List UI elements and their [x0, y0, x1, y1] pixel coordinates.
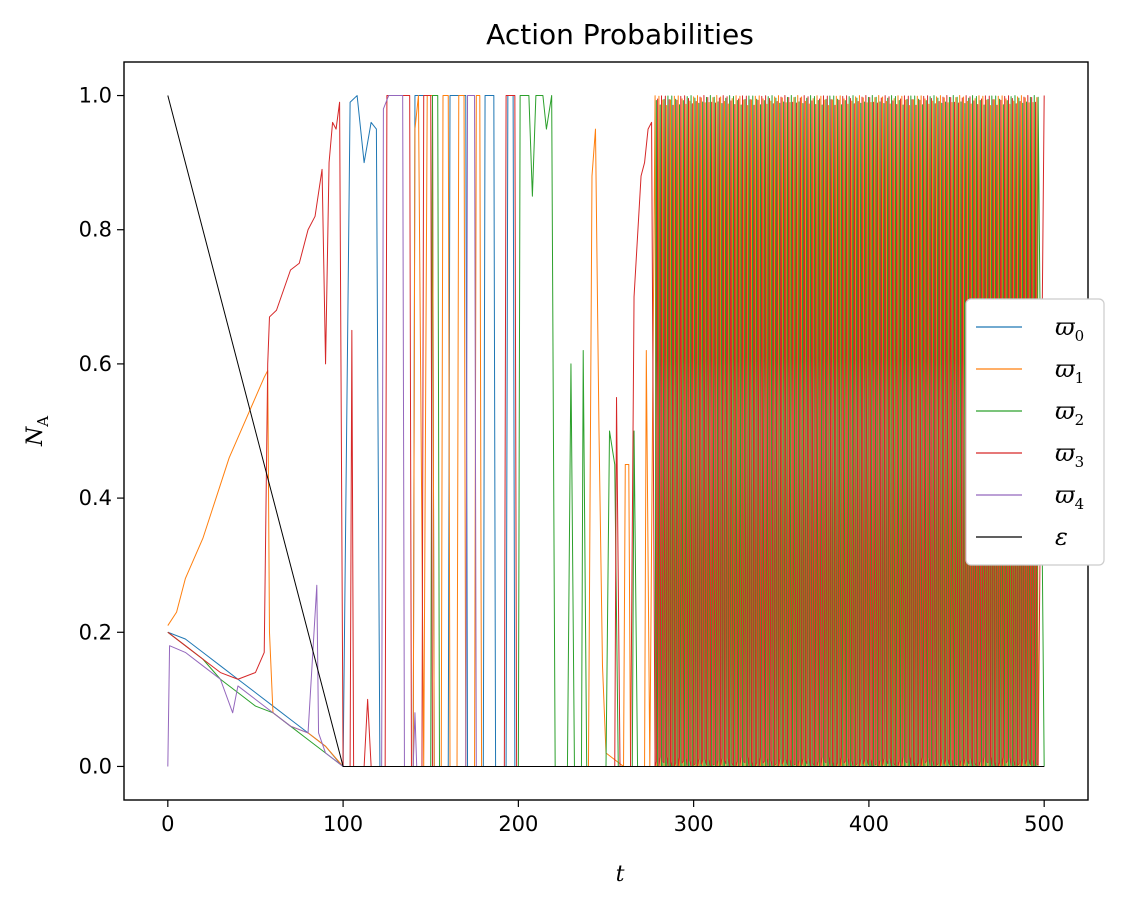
x-axis-label: t	[616, 862, 625, 887]
legend-symbol: ϖ	[1055, 313, 1076, 341]
y-tick-label: 0.0	[79, 754, 112, 778]
x-tick-label: 0	[161, 812, 174, 836]
x-tick-label: 400	[849, 812, 889, 836]
legend-symbol: ϖ	[1055, 397, 1076, 425]
y-tick-label: 0.2	[79, 620, 112, 644]
legend-symbol: ϖ	[1055, 355, 1076, 383]
y-axis-label-main: N	[23, 426, 48, 447]
legend-subscript: 0	[1075, 327, 1085, 345]
y-axis-label-sub: A	[34, 416, 52, 428]
x-tick-label: 200	[498, 812, 538, 836]
legend-subscript: 3	[1075, 453, 1085, 471]
y-tick-label: 1.0	[79, 84, 112, 108]
y-tick-label: 0.8	[79, 218, 112, 242]
legend-symbol: ε	[1055, 523, 1068, 551]
legend-subscript: 4	[1075, 495, 1085, 513]
y-tick-label: 0.6	[79, 352, 112, 376]
x-tick-label: 300	[674, 812, 714, 836]
legend-label: ε	[1055, 523, 1068, 551]
x-tick-label: 500	[1024, 812, 1064, 836]
x-tick-label: 100	[323, 812, 363, 836]
legend-subscript: 1	[1075, 369, 1085, 387]
y-tick-label: 0.4	[79, 486, 112, 510]
legend-symbol: ϖ	[1055, 481, 1076, 509]
chart-title: Action Probabilities	[486, 18, 754, 51]
legend-subscript: 2	[1075, 411, 1085, 429]
legend-symbol: ϖ	[1055, 439, 1076, 467]
